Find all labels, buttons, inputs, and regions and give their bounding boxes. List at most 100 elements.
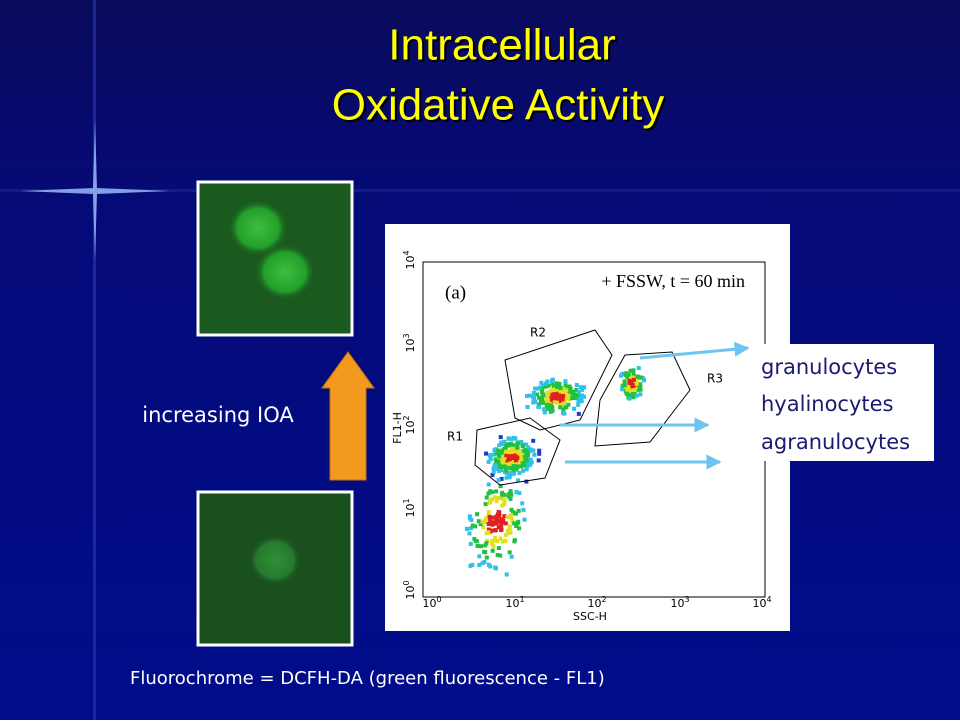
dot xyxy=(630,392,635,397)
dot xyxy=(468,541,473,546)
dot xyxy=(531,400,536,405)
dot xyxy=(576,411,581,416)
dot xyxy=(503,447,508,452)
dot xyxy=(527,393,532,398)
dot xyxy=(489,497,494,502)
dot xyxy=(627,396,632,401)
dot xyxy=(522,517,527,522)
dot xyxy=(511,511,516,516)
dot xyxy=(520,448,525,453)
dot xyxy=(499,476,504,481)
dot xyxy=(544,384,549,389)
dot xyxy=(638,392,643,397)
dot xyxy=(531,438,536,443)
dot xyxy=(554,400,559,405)
dot xyxy=(484,541,489,546)
flare-line xyxy=(0,189,960,192)
dot xyxy=(493,565,498,570)
dot xyxy=(558,405,563,410)
dot xyxy=(493,463,497,468)
dot xyxy=(509,515,514,520)
dot xyxy=(494,514,499,519)
dot xyxy=(558,389,563,394)
dot xyxy=(499,449,504,454)
dot xyxy=(513,464,518,469)
dot xyxy=(503,521,508,526)
dot xyxy=(521,507,526,512)
dot xyxy=(514,511,518,516)
dot xyxy=(470,562,475,567)
dot xyxy=(480,561,485,566)
dot xyxy=(496,546,501,551)
dot xyxy=(497,510,502,515)
dot xyxy=(557,381,562,386)
dot xyxy=(488,453,492,458)
dot xyxy=(557,399,561,404)
dot xyxy=(533,399,538,404)
dot xyxy=(623,372,628,377)
dot xyxy=(488,518,493,523)
dot xyxy=(541,400,546,405)
dot xyxy=(516,449,521,454)
dot xyxy=(505,515,510,520)
dot xyxy=(543,393,548,398)
title-line: Oxidative Activity xyxy=(332,81,665,130)
dot xyxy=(522,463,527,468)
dot xyxy=(545,379,550,384)
dot xyxy=(494,489,499,494)
dot xyxy=(494,466,499,471)
tick-exp: 4 xyxy=(766,595,771,604)
dot xyxy=(560,402,564,406)
dot xyxy=(492,448,497,453)
dot xyxy=(541,383,546,388)
dot xyxy=(507,491,512,496)
dot xyxy=(630,375,635,380)
dot xyxy=(484,451,488,456)
dot xyxy=(635,393,639,398)
tick-base: 10 xyxy=(404,504,417,518)
dot xyxy=(526,445,531,450)
dot xyxy=(521,468,525,473)
dot xyxy=(506,436,511,441)
dot xyxy=(494,499,499,504)
dot xyxy=(556,391,561,396)
dot xyxy=(509,554,514,559)
increase-arrow xyxy=(321,351,375,481)
dot xyxy=(631,384,636,389)
dot xyxy=(567,389,572,394)
dot xyxy=(625,382,630,386)
dot xyxy=(626,384,631,389)
tick-base: 10 xyxy=(404,339,417,353)
dot xyxy=(532,452,537,457)
dot xyxy=(494,521,499,526)
dot xyxy=(554,381,559,386)
legend-entry: granulocytes xyxy=(761,355,897,379)
tick-base: 10 xyxy=(505,597,519,610)
dot xyxy=(497,443,502,448)
dot xyxy=(572,393,576,398)
x-tick-label: 100 xyxy=(422,595,441,611)
dot xyxy=(563,390,568,395)
dot xyxy=(634,381,639,386)
dot xyxy=(528,457,533,462)
dot xyxy=(514,467,519,472)
dot xyxy=(516,441,521,446)
dot xyxy=(504,468,509,473)
dot xyxy=(509,437,514,442)
dot xyxy=(622,379,627,384)
dot xyxy=(622,383,627,388)
dot xyxy=(525,449,530,454)
dot xyxy=(486,491,491,496)
tick-exp: 2 xyxy=(601,595,606,604)
dot xyxy=(552,397,557,402)
dot xyxy=(519,457,524,462)
dot xyxy=(520,451,525,455)
dot xyxy=(508,461,513,466)
dot xyxy=(509,513,513,518)
dot xyxy=(563,383,568,388)
dot xyxy=(535,392,539,397)
dot xyxy=(497,454,502,459)
tick-base: 10 xyxy=(404,586,417,600)
dot xyxy=(519,439,524,444)
dot xyxy=(549,397,554,402)
